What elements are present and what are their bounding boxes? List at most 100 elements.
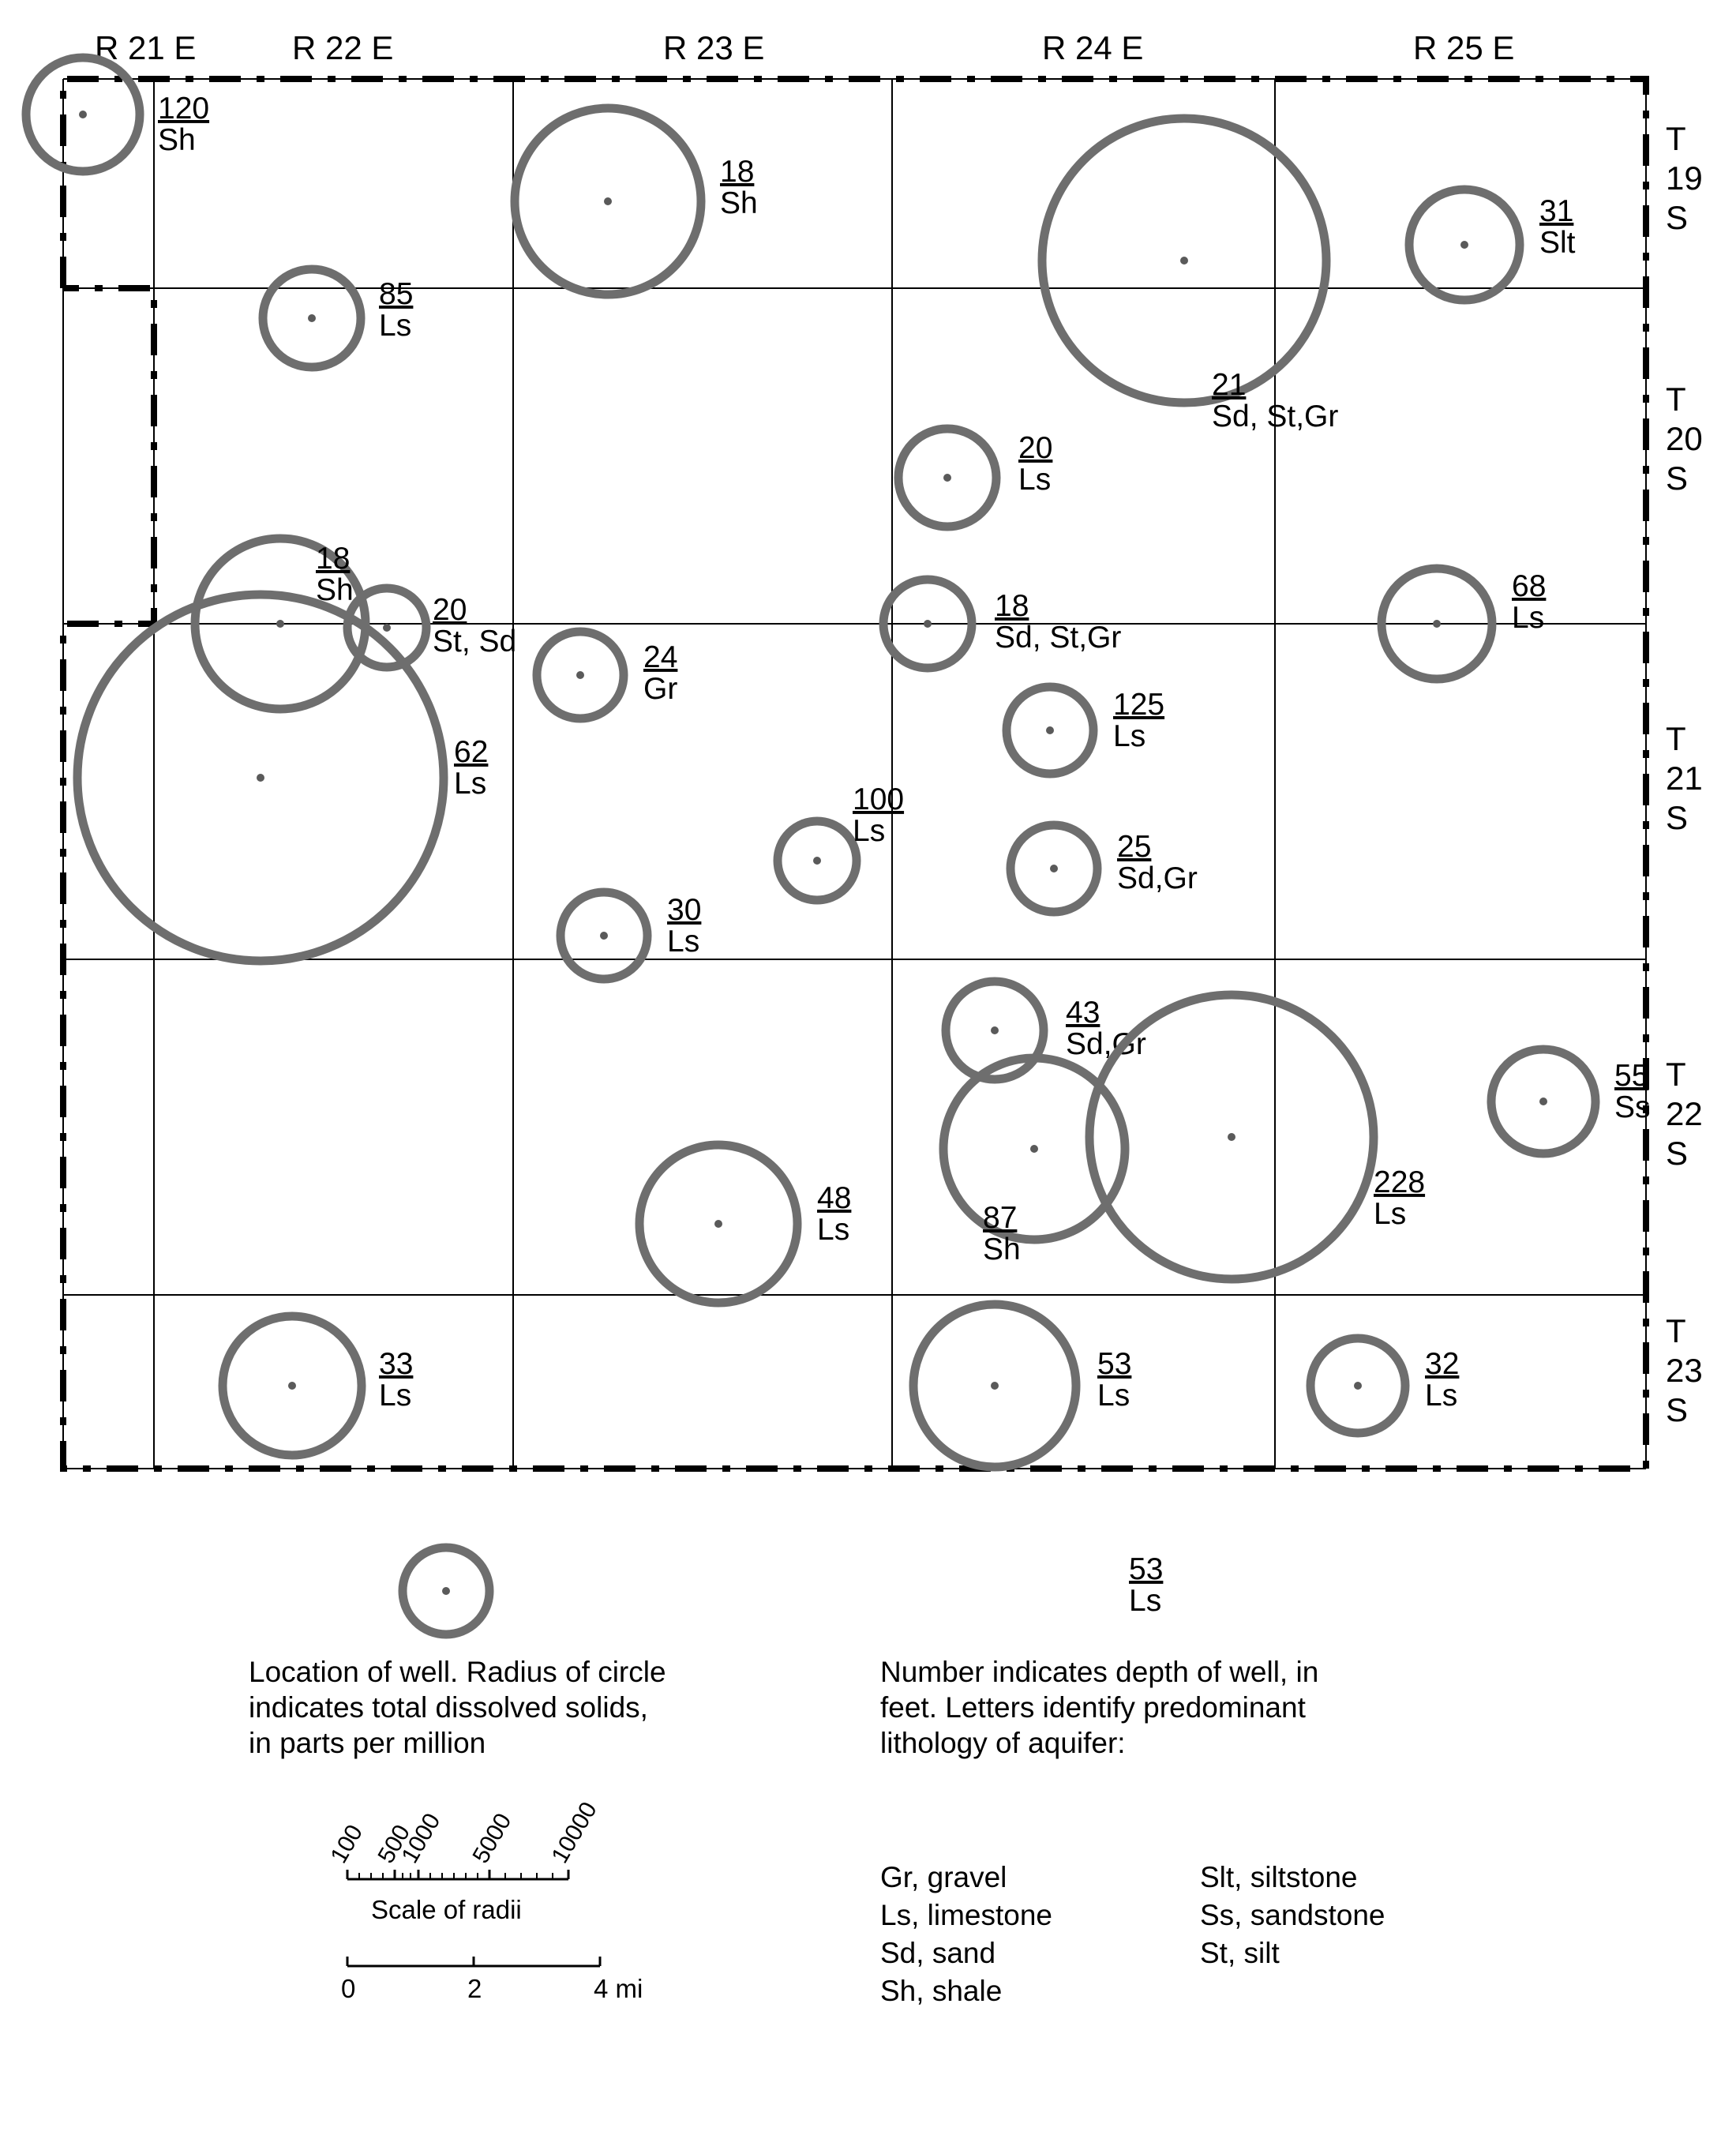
- well-depth: 48: [817, 1181, 851, 1215]
- township-label: S: [1666, 799, 1688, 836]
- well-depth: 43: [1066, 996, 1100, 1030]
- well-lithology: Ls: [817, 1213, 849, 1247]
- well-center-dot: [308, 314, 316, 322]
- radii-scale-title: Scale of radii: [371, 1895, 522, 1924]
- well-lithology: Ls: [379, 1379, 411, 1413]
- well-depth: 20: [433, 593, 467, 627]
- well-center-dot: [1354, 1382, 1362, 1390]
- well-lithology: Ls: [379, 309, 411, 343]
- township-label: S: [1666, 460, 1688, 497]
- range-label: R 22 E: [292, 29, 393, 66]
- mile-scale-label: 4 mi: [594, 1974, 643, 2003]
- well-center-dot: [257, 774, 264, 782]
- well-center-dot: [1046, 726, 1054, 734]
- legend-right-line: feet. Letters identify predominant: [880, 1691, 1307, 1724]
- well-depth: 100: [853, 782, 904, 816]
- lithology-key: Sh, shale: [880, 1975, 1002, 2007]
- well-center-dot: [79, 111, 87, 118]
- well-lithology: Ls: [1018, 463, 1051, 497]
- well-center-dot: [600, 932, 608, 940]
- well-center-dot: [604, 197, 612, 205]
- well-depth: 55: [1614, 1059, 1648, 1093]
- well-center-dot: [991, 1026, 999, 1034]
- well-lithology: Sh: [158, 123, 196, 157]
- range-label: R 24 E: [1042, 29, 1143, 66]
- well-lithology: St, Sd: [433, 625, 516, 659]
- well-lithology: Sd, St,Gr: [995, 621, 1121, 655]
- lithology-key: Ss, sandstone: [1200, 1899, 1385, 1931]
- well-center-dot: [1539, 1098, 1547, 1105]
- well-lithology: Ls: [454, 767, 486, 801]
- well-depth: 68: [1512, 569, 1546, 603]
- lithology-key: St, silt: [1200, 1937, 1280, 1969]
- well-depth: 87: [983, 1201, 1017, 1235]
- well-depth: 31: [1539, 194, 1573, 228]
- township-label: T: [1666, 1312, 1686, 1349]
- well-depth: 24: [643, 640, 677, 674]
- township-label: 22: [1666, 1095, 1703, 1132]
- legend-right-line: lithology of aquifer:: [880, 1727, 1126, 1759]
- well-center-dot: [576, 671, 584, 679]
- well-center-dot: [991, 1382, 999, 1390]
- well-center-dot: [813, 857, 821, 865]
- legend-left-line: in parts per million: [249, 1727, 486, 1759]
- well-depth: 62: [454, 735, 488, 769]
- well-lithology: Ls: [1113, 719, 1145, 753]
- well-center-dot: [383, 624, 391, 632]
- well-depth: 33: [379, 1347, 413, 1381]
- well-lithology: Ss: [1614, 1090, 1651, 1124]
- township-label: 20: [1666, 420, 1703, 457]
- well-depth: 85: [379, 277, 413, 311]
- lithology-key: Slt, siltstone: [1200, 1861, 1357, 1893]
- well-center-dot: [714, 1220, 722, 1228]
- township-label: S: [1666, 1391, 1688, 1428]
- township-label: 23: [1666, 1352, 1703, 1389]
- well-lithology: Sh: [720, 186, 758, 220]
- well-depth: 18: [720, 155, 754, 189]
- well-lithology: Sh: [983, 1233, 1021, 1266]
- township-label: T: [1666, 1056, 1686, 1093]
- well-depth: 228: [1374, 1165, 1425, 1199]
- mile-scale-label: 2: [467, 1974, 482, 2003]
- lithology-key: Gr, gravel: [880, 1861, 1007, 1893]
- well-lithology: Gr: [643, 672, 677, 706]
- well-center-dot: [1050, 865, 1058, 872]
- range-label: R 23 E: [663, 29, 764, 66]
- well-depth: 30: [667, 893, 701, 927]
- well-lithology: Ls: [1425, 1379, 1457, 1413]
- legend-well-dot: [442, 1587, 450, 1595]
- township-label: 21: [1666, 760, 1703, 797]
- well-depth: 20: [1018, 431, 1052, 465]
- well-depth: 120: [158, 92, 209, 126]
- mile-scale-label: 0: [341, 1974, 355, 2003]
- well-depth: 21: [1212, 368, 1246, 402]
- well-center-dot: [1180, 257, 1188, 265]
- well-lithology: Sd, St,Gr: [1212, 400, 1338, 433]
- lithology-key: Sd, sand: [880, 1937, 995, 1969]
- legend-left-line: Location of well. Radius of circle: [249, 1656, 666, 1688]
- well-depth: 53: [1097, 1347, 1131, 1381]
- well-center-dot: [1228, 1133, 1235, 1141]
- well-center-dot: [276, 620, 284, 628]
- legend-example-depth: 53: [1129, 1552, 1163, 1586]
- well-lithology: Ls: [1374, 1197, 1406, 1231]
- well-lithology: Sd,Gr: [1117, 861, 1198, 895]
- well-depth: 125: [1113, 688, 1164, 722]
- lithology-key: Ls, limestone: [880, 1899, 1052, 1931]
- well-center-dot: [924, 620, 932, 628]
- township-label: T: [1666, 720, 1686, 757]
- well-center-dot: [943, 474, 951, 482]
- well-center-dot: [1030, 1145, 1038, 1153]
- legend-left-line: indicates total dissolved solids,: [249, 1691, 648, 1724]
- well-lithology: Ls: [853, 814, 885, 848]
- well-depth: 32: [1425, 1347, 1459, 1381]
- well-lithology: Ls: [1097, 1379, 1130, 1413]
- township-label: T: [1666, 120, 1686, 157]
- well-lithology: Slt: [1539, 226, 1576, 260]
- township-label: S: [1666, 1135, 1688, 1172]
- well-lithology: Ls: [667, 925, 699, 959]
- well-center-dot: [1433, 620, 1441, 628]
- legend-right-line: Number indicates depth of well, in: [880, 1656, 1318, 1688]
- well-center-dot: [288, 1382, 296, 1390]
- well-center-dot: [1460, 241, 1468, 249]
